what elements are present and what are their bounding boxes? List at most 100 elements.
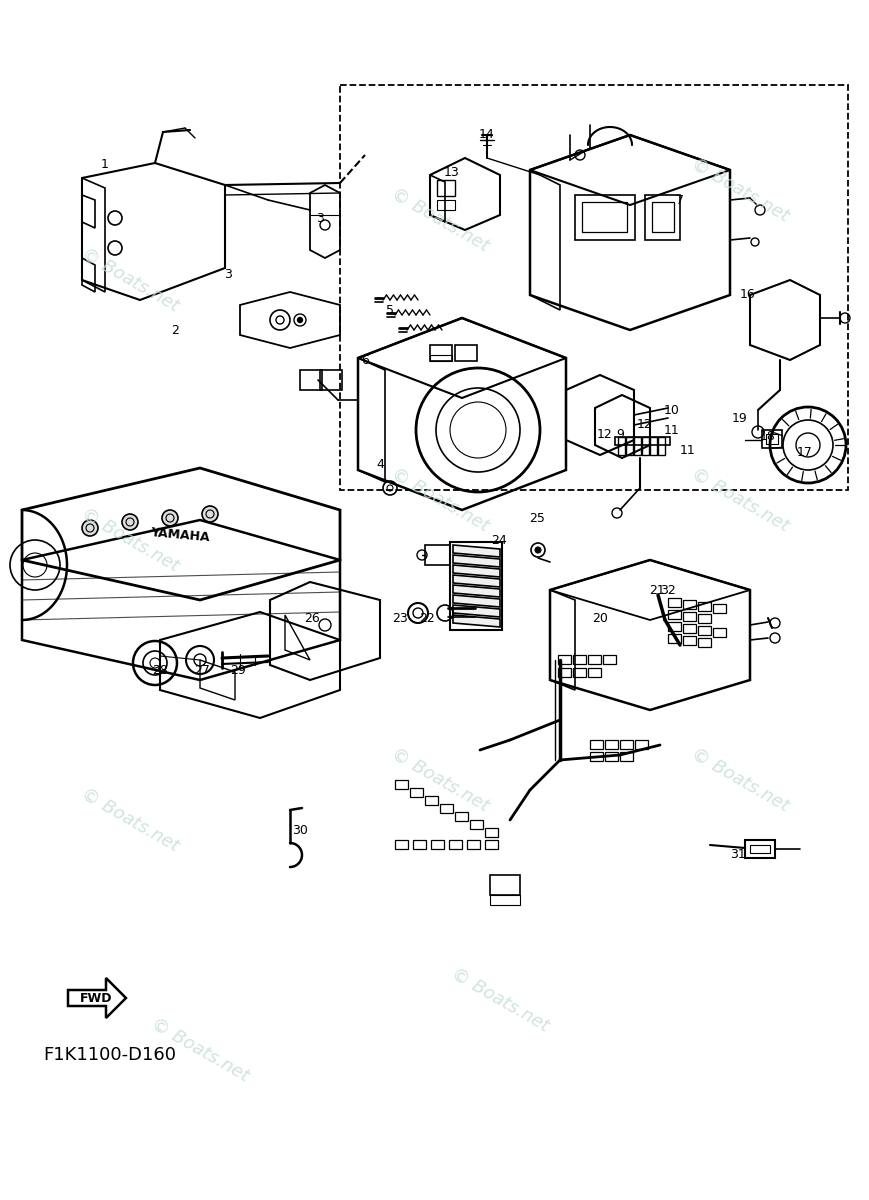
- Text: 6: 6: [361, 354, 369, 366]
- Bar: [455, 812, 468, 821]
- Bar: [588, 668, 601, 677]
- Bar: [485, 828, 498, 838]
- Bar: [683, 612, 696, 622]
- Text: 24: 24: [491, 534, 507, 546]
- Bar: [603, 655, 616, 664]
- Text: 7: 7: [676, 193, 684, 206]
- Bar: [683, 624, 696, 634]
- Bar: [437, 200, 455, 210]
- Text: 19: 19: [732, 412, 748, 425]
- Text: © Boats.net: © Boats.net: [388, 745, 492, 815]
- Bar: [450, 542, 502, 630]
- Bar: [668, 622, 681, 631]
- Text: 31: 31: [730, 848, 746, 862]
- Text: 23: 23: [392, 612, 408, 624]
- Circle shape: [297, 318, 302, 323]
- Bar: [683, 600, 696, 608]
- Text: 20: 20: [592, 612, 608, 624]
- Bar: [467, 840, 480, 850]
- Bar: [750, 845, 770, 853]
- Bar: [635, 740, 648, 749]
- Text: 27: 27: [194, 664, 210, 677]
- Bar: [340, 85, 848, 490]
- Bar: [650, 437, 657, 455]
- Bar: [437, 180, 455, 196]
- Bar: [490, 895, 520, 905]
- Polygon shape: [453, 605, 500, 617]
- Bar: [605, 740, 618, 749]
- Bar: [410, 788, 423, 797]
- Text: 17: 17: [797, 445, 813, 458]
- Text: YAMAHA: YAMAHA: [149, 526, 210, 544]
- Bar: [766, 434, 778, 444]
- Text: © Boats.net: © Boats.net: [388, 185, 492, 256]
- Bar: [658, 437, 665, 455]
- Text: 9: 9: [616, 428, 624, 442]
- Text: © Boats.net: © Boats.net: [148, 1015, 252, 1085]
- Text: 3: 3: [316, 211, 324, 224]
- Circle shape: [535, 547, 541, 553]
- Bar: [573, 668, 586, 677]
- Bar: [588, 655, 601, 664]
- Polygon shape: [453, 554, 500, 566]
- Circle shape: [82, 520, 98, 536]
- Polygon shape: [453, 614, 500, 626]
- Bar: [449, 840, 462, 850]
- Bar: [652, 202, 674, 232]
- Bar: [582, 202, 627, 232]
- Bar: [455, 346, 477, 361]
- Text: 1: 1: [101, 158, 109, 172]
- Bar: [698, 626, 711, 635]
- Polygon shape: [68, 978, 126, 1018]
- Text: © Boats.net: © Boats.net: [388, 464, 492, 535]
- Text: 11: 11: [664, 424, 680, 437]
- Bar: [698, 638, 711, 647]
- Bar: [634, 437, 641, 455]
- Circle shape: [202, 506, 218, 522]
- Text: 5: 5: [386, 304, 394, 317]
- Text: 26: 26: [304, 612, 320, 624]
- Bar: [395, 840, 408, 850]
- Bar: [615, 437, 670, 445]
- Bar: [558, 655, 571, 664]
- Text: 12: 12: [637, 419, 653, 432]
- Bar: [668, 598, 681, 607]
- Text: 11: 11: [680, 444, 696, 456]
- Text: © Boats.net: © Boats.net: [78, 245, 182, 316]
- Bar: [668, 634, 681, 643]
- Bar: [320, 370, 342, 390]
- Bar: [745, 840, 775, 858]
- Bar: [440, 804, 453, 814]
- Text: © Boats.net: © Boats.net: [78, 505, 182, 575]
- Bar: [713, 628, 726, 637]
- Text: 29: 29: [230, 664, 246, 677]
- Text: 21: 21: [649, 583, 665, 596]
- Text: 3: 3: [224, 269, 232, 282]
- Bar: [470, 820, 483, 829]
- Bar: [590, 740, 603, 749]
- Polygon shape: [453, 545, 500, 557]
- Bar: [620, 740, 633, 749]
- Text: 2: 2: [171, 324, 179, 336]
- Text: © Boats.net: © Boats.net: [688, 464, 792, 535]
- Text: 18: 18: [760, 431, 776, 444]
- Bar: [558, 668, 571, 677]
- Text: 14: 14: [479, 128, 494, 142]
- Bar: [300, 370, 322, 390]
- Text: 30: 30: [292, 823, 308, 836]
- Bar: [668, 610, 681, 619]
- Bar: [762, 430, 782, 448]
- Bar: [431, 840, 444, 850]
- Bar: [626, 437, 633, 455]
- Bar: [713, 604, 726, 613]
- Text: 25: 25: [529, 511, 545, 524]
- Text: 16: 16: [740, 288, 756, 301]
- Text: © Boats.net: © Boats.net: [448, 965, 552, 1036]
- Bar: [430, 346, 452, 361]
- Polygon shape: [453, 584, 500, 596]
- Text: © Boats.net: © Boats.net: [688, 155, 792, 226]
- Polygon shape: [453, 575, 500, 587]
- Bar: [642, 437, 649, 455]
- Bar: [698, 602, 711, 611]
- Bar: [620, 752, 633, 761]
